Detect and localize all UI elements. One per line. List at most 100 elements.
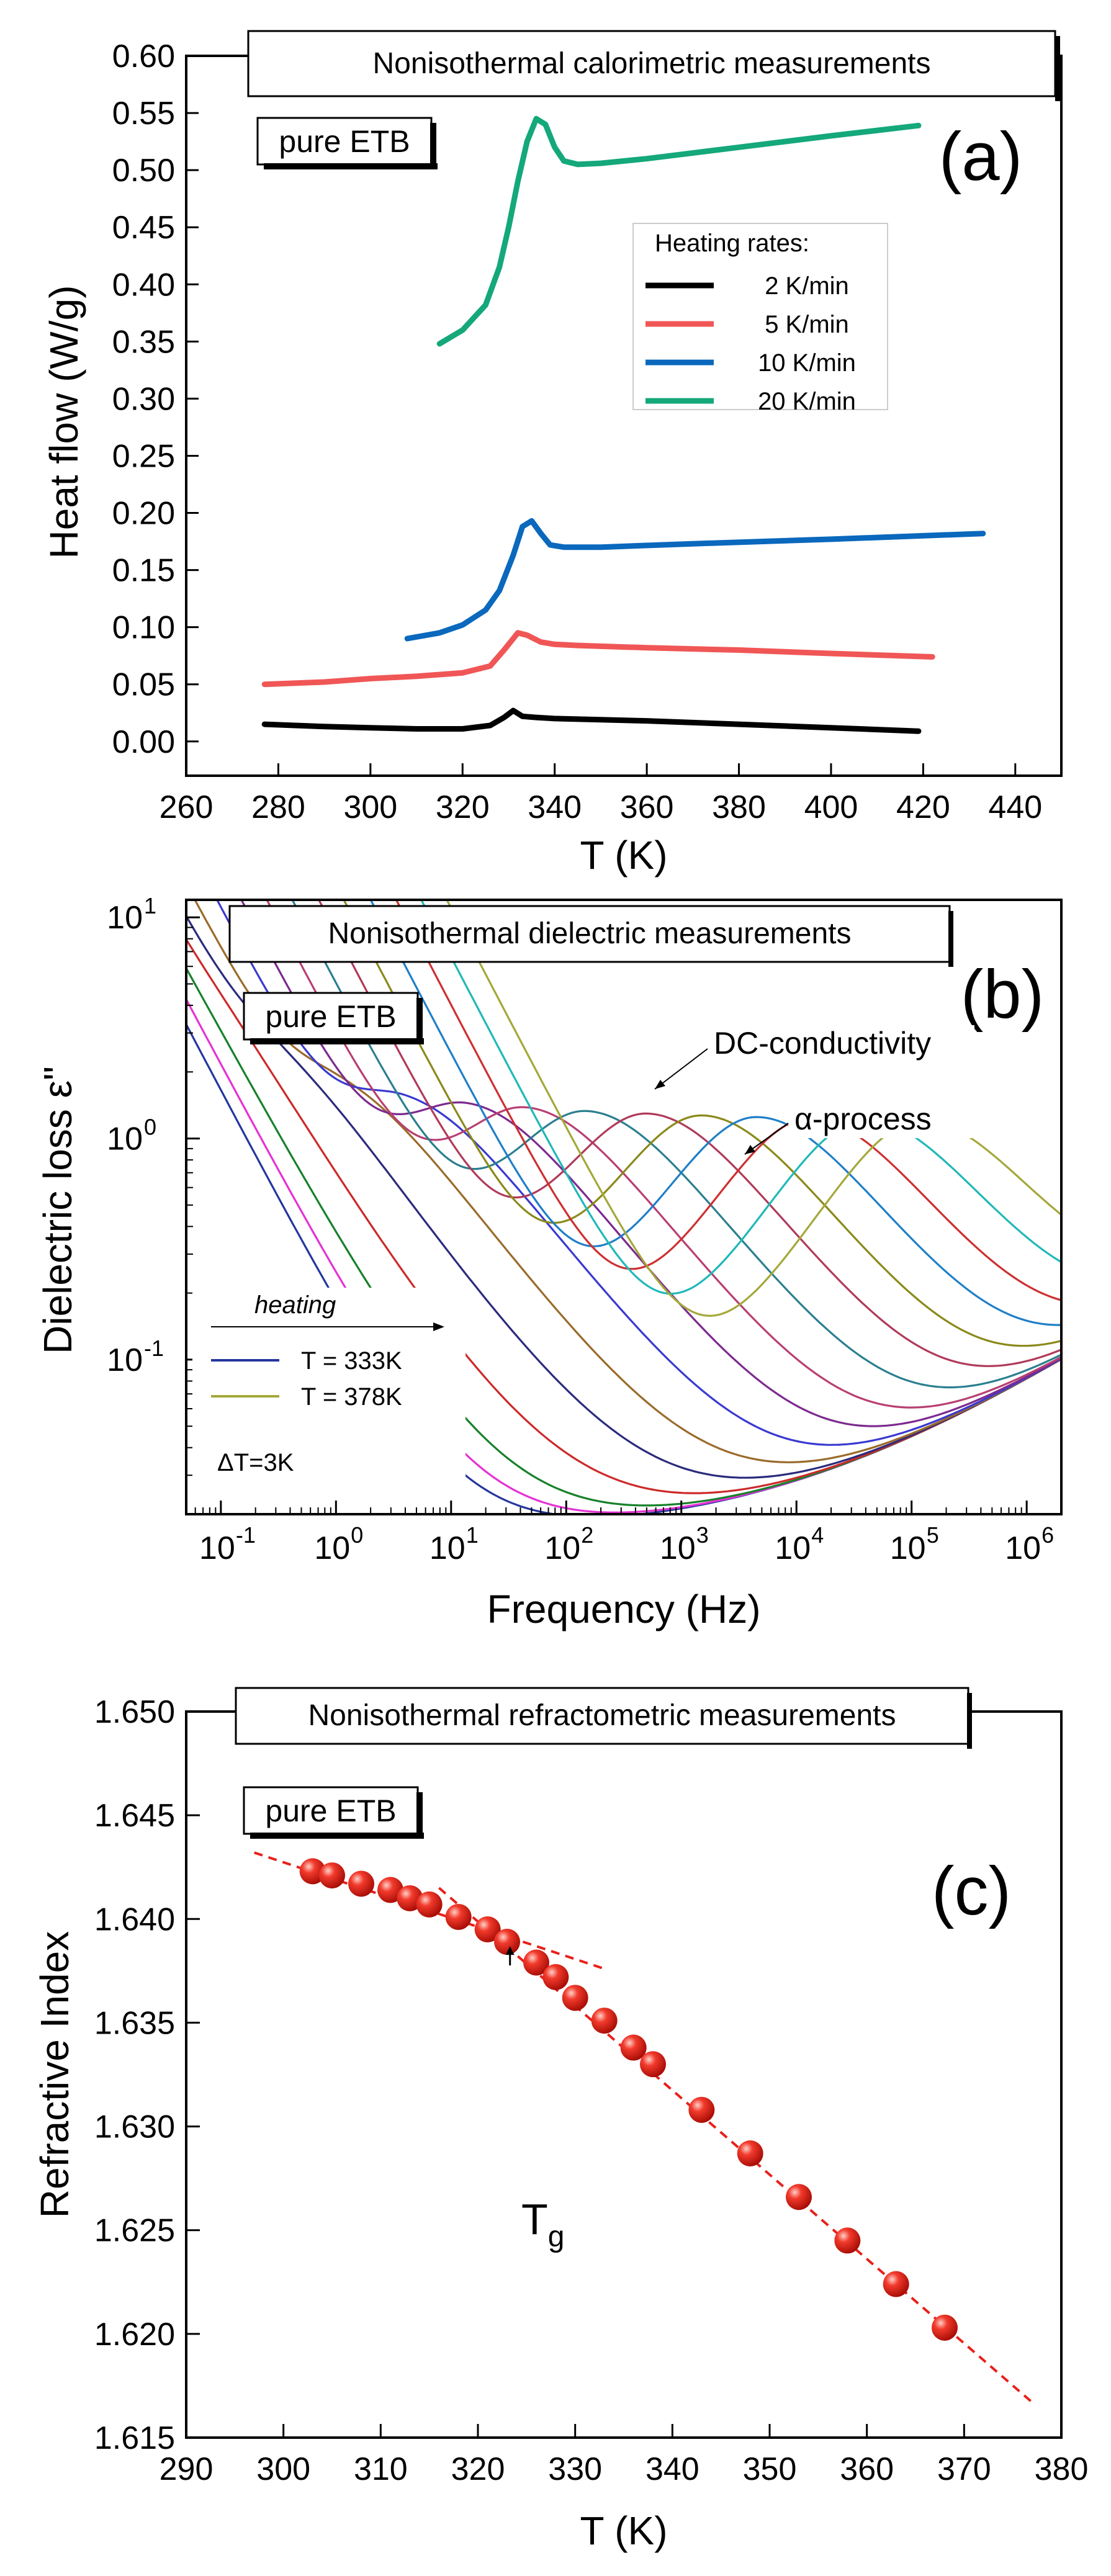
panel-a-y-tick-label-11: 0.55 bbox=[112, 96, 175, 132]
panel-a-x-tick-label-3: 320 bbox=[436, 789, 490, 825]
panel-a-y-tick-label-1: 0.05 bbox=[112, 667, 175, 703]
panel-c-point-12 bbox=[591, 2008, 618, 2034]
dc-annotation-arrowhead bbox=[655, 1080, 665, 1089]
panel-b-curve-351k bbox=[215, 900, 1061, 1446]
panel-c-point-17 bbox=[786, 2184, 812, 2210]
tg-arrow bbox=[505, 1946, 515, 1966]
panel-b-y-tick-exp-1: 0 bbox=[144, 1115, 156, 1140]
panel-a-label-shadow-right bbox=[430, 123, 436, 169]
panel-a-x-tick-label-8: 420 bbox=[896, 789, 950, 825]
panel-c-y-tick-label-5: 1.640 bbox=[94, 1901, 175, 1937]
legend-label-333k: T = 333K bbox=[301, 1347, 402, 1375]
panel-c-point-8 bbox=[494, 1929, 520, 1955]
panel-c-point-0 bbox=[299, 1858, 326, 1885]
panel-c-point-19 bbox=[883, 2271, 909, 2297]
panel-c-x-ticks: 290 300 310 320 330 340 350 360 370 380 bbox=[160, 2424, 1089, 2487]
panel-a-sample-label: pure ETB bbox=[256, 117, 438, 169]
panel-c-title-box bbox=[235, 1687, 969, 1745]
panel-b-frame bbox=[185, 899, 1063, 1515]
panel-c-y-ticks: 1.615 1.620 1.625 1.630 1.635 1.640 1.645 1.650 bbox=[94, 1694, 200, 2456]
tg-label-main: T bbox=[521, 2195, 548, 2243]
panel-a-x-tick-label-1: 280 bbox=[251, 789, 305, 825]
panel-a-y-tick-label-7: 0.35 bbox=[112, 324, 175, 360]
panel-c-y-tick-label-2: 1.625 bbox=[94, 2213, 175, 2249]
alpha-process-annotation: α-process bbox=[794, 1102, 932, 1136]
panel-c-refractometry: 1.615 1.620 1.625 1.630 1.635 1.640 1.645 1.650… bbox=[32, 1687, 1089, 2553]
panel-a-series bbox=[261, 115, 986, 734]
panel-b-label-text: pure ETB bbox=[265, 999, 396, 1034]
panel-c-x-tick-label-1: 300 bbox=[256, 2451, 310, 2487]
panel-b-y-tick-label-0: 10 bbox=[107, 1342, 143, 1378]
delta-t-label: ΔT=3K bbox=[217, 1449, 294, 1476]
panel-a-legend-label-3: 20 K/min bbox=[758, 388, 856, 415]
panel-b-x-label: Frequency (Hz) bbox=[487, 1587, 761, 1631]
panel-b-x-tick-exp-1: 0 bbox=[351, 1522, 363, 1548]
panel-c-y-tick-label-1: 1.620 bbox=[94, 2317, 175, 2353]
panel-c-point-9 bbox=[523, 1949, 549, 1976]
heating-label: heating bbox=[254, 1291, 336, 1319]
dc-annotation-bg bbox=[708, 1025, 974, 1065]
panel-a-x-label: T (K) bbox=[580, 833, 667, 877]
panel-c-x-tick-label-9: 380 bbox=[1035, 2451, 1089, 2487]
panel-c-point-20 bbox=[932, 2314, 958, 2341]
panel-a-x-tick-label-0: 260 bbox=[160, 789, 214, 825]
panel-c-title-shadow bbox=[967, 1693, 972, 1749]
panel-a-y-tick-label-8: 0.40 bbox=[112, 267, 175, 303]
panel-c-y-tick-label-4: 1.635 bbox=[94, 2005, 175, 2041]
panel-a-title-shadow bbox=[1055, 36, 1060, 101]
panel-a-title: Nonisothermal calorimetric measurements bbox=[373, 47, 931, 80]
panel-b-x-tick-exp-0: -1 bbox=[236, 1522, 256, 1548]
panel-a-y-tick-label-12: 0.60 bbox=[112, 38, 175, 74]
panel-c-point-6 bbox=[445, 1903, 472, 1930]
panel-a-y-tick-label-9: 0.45 bbox=[112, 210, 175, 246]
panel-b-letter: (b) bbox=[961, 956, 1044, 1033]
panel-a-x-tick-label-6: 380 bbox=[712, 789, 766, 825]
panel-a-y-label: Heat flow (W/g) bbox=[42, 285, 86, 559]
panel-b-x-tick-exp-7: 6 bbox=[1041, 1522, 1054, 1548]
tg-label: Tg bbox=[521, 2195, 564, 2253]
panel-a-letter: (a) bbox=[939, 119, 1022, 195]
panel-c-fit-line-1 bbox=[438, 1887, 1033, 2403]
panel-b-x-tick-label-4: 10 bbox=[660, 1530, 696, 1566]
panel-c-label-text: pure ETB bbox=[265, 1793, 396, 1828]
panel-a-y-tick-label-10: 0.50 bbox=[112, 153, 175, 189]
panel-c-point-5 bbox=[416, 1891, 443, 1918]
panel-c-x-tick-label-6: 350 bbox=[743, 2451, 797, 2487]
panel-a-x-tick-label-5: 360 bbox=[620, 789, 674, 825]
panel-b-y-tick-exp-0: -1 bbox=[144, 1335, 164, 1361]
panel-c-x-tick-label-2: 310 bbox=[354, 2451, 408, 2487]
heating-arrow-head-icon bbox=[433, 1322, 444, 1331]
panel-b-y-tick-label-1: 10 bbox=[107, 1121, 143, 1157]
panel-c-x-tick-label-5: 340 bbox=[645, 2451, 699, 2487]
panel-b-x-tick-exp-4: 3 bbox=[696, 1522, 709, 1548]
panel-a-x-ticks: 260 280 300 320 340 360 380 400 420 440 bbox=[160, 763, 1042, 825]
panel-b-curve-360k bbox=[291, 900, 1061, 1389]
dc-annotation-line bbox=[654, 1048, 708, 1090]
panel-b-curve-345k bbox=[186, 915, 1061, 1479]
panel-a-y-tick-label-2: 0.10 bbox=[112, 610, 175, 646]
panel-a-calorimetry: 0.00 0.05 0.10 0.15 0.20 0.25 0.30 0.35 0.40 0.45… bbox=[42, 30, 1063, 877]
panel-c-point-13 bbox=[620, 2034, 647, 2061]
panel-a-x-tick-label-2: 300 bbox=[343, 789, 397, 825]
panel-c-point-10 bbox=[542, 1963, 569, 1990]
panel-b-letter-bg bbox=[987, 965, 1055, 1027]
panel-a-legend-label-0: 2 K/min bbox=[765, 272, 849, 300]
panel-a-series-line-20-k-min bbox=[436, 115, 922, 347]
panel-b-x-ticks: 10 -1 10 0 10 1 10 2 10 3 10 4 10 5 10 6 bbox=[194, 1501, 1054, 1566]
panel-c-y-tick-label-6: 1.645 bbox=[94, 1798, 175, 1834]
panel-c-y-tick-label-3: 1.630 bbox=[94, 2109, 175, 2145]
panel-b-x-tick-label-2: 10 bbox=[430, 1530, 466, 1566]
panel-b-y-label: Dielectric loss ε" bbox=[35, 1066, 80, 1354]
panel-a-legend-label-2: 10 K/min bbox=[758, 349, 856, 377]
panel-b-y-tick-label-2: 10 bbox=[107, 900, 143, 936]
panel-b-y-tick-exp-2: 1 bbox=[144, 893, 156, 918]
panel-b-curve-366k bbox=[343, 900, 1061, 1347]
panel-a-legend: Heating rates: 2 K/min 5 K/min 10 K/min 20 … bbox=[632, 223, 888, 415]
panel-c-x-tick-label-4: 330 bbox=[548, 2451, 602, 2487]
panel-a-series-line-2-k-min bbox=[261, 707, 922, 734]
panel-a-legend-label-1: 5 K/min bbox=[765, 311, 849, 338]
tg-arrow-head-icon bbox=[505, 1946, 515, 1955]
panel-c-fit-lines bbox=[254, 1851, 1033, 2403]
panel-b-x-tick-label-5: 10 bbox=[775, 1530, 811, 1566]
panel-b-curve-348k bbox=[194, 900, 1061, 1463]
